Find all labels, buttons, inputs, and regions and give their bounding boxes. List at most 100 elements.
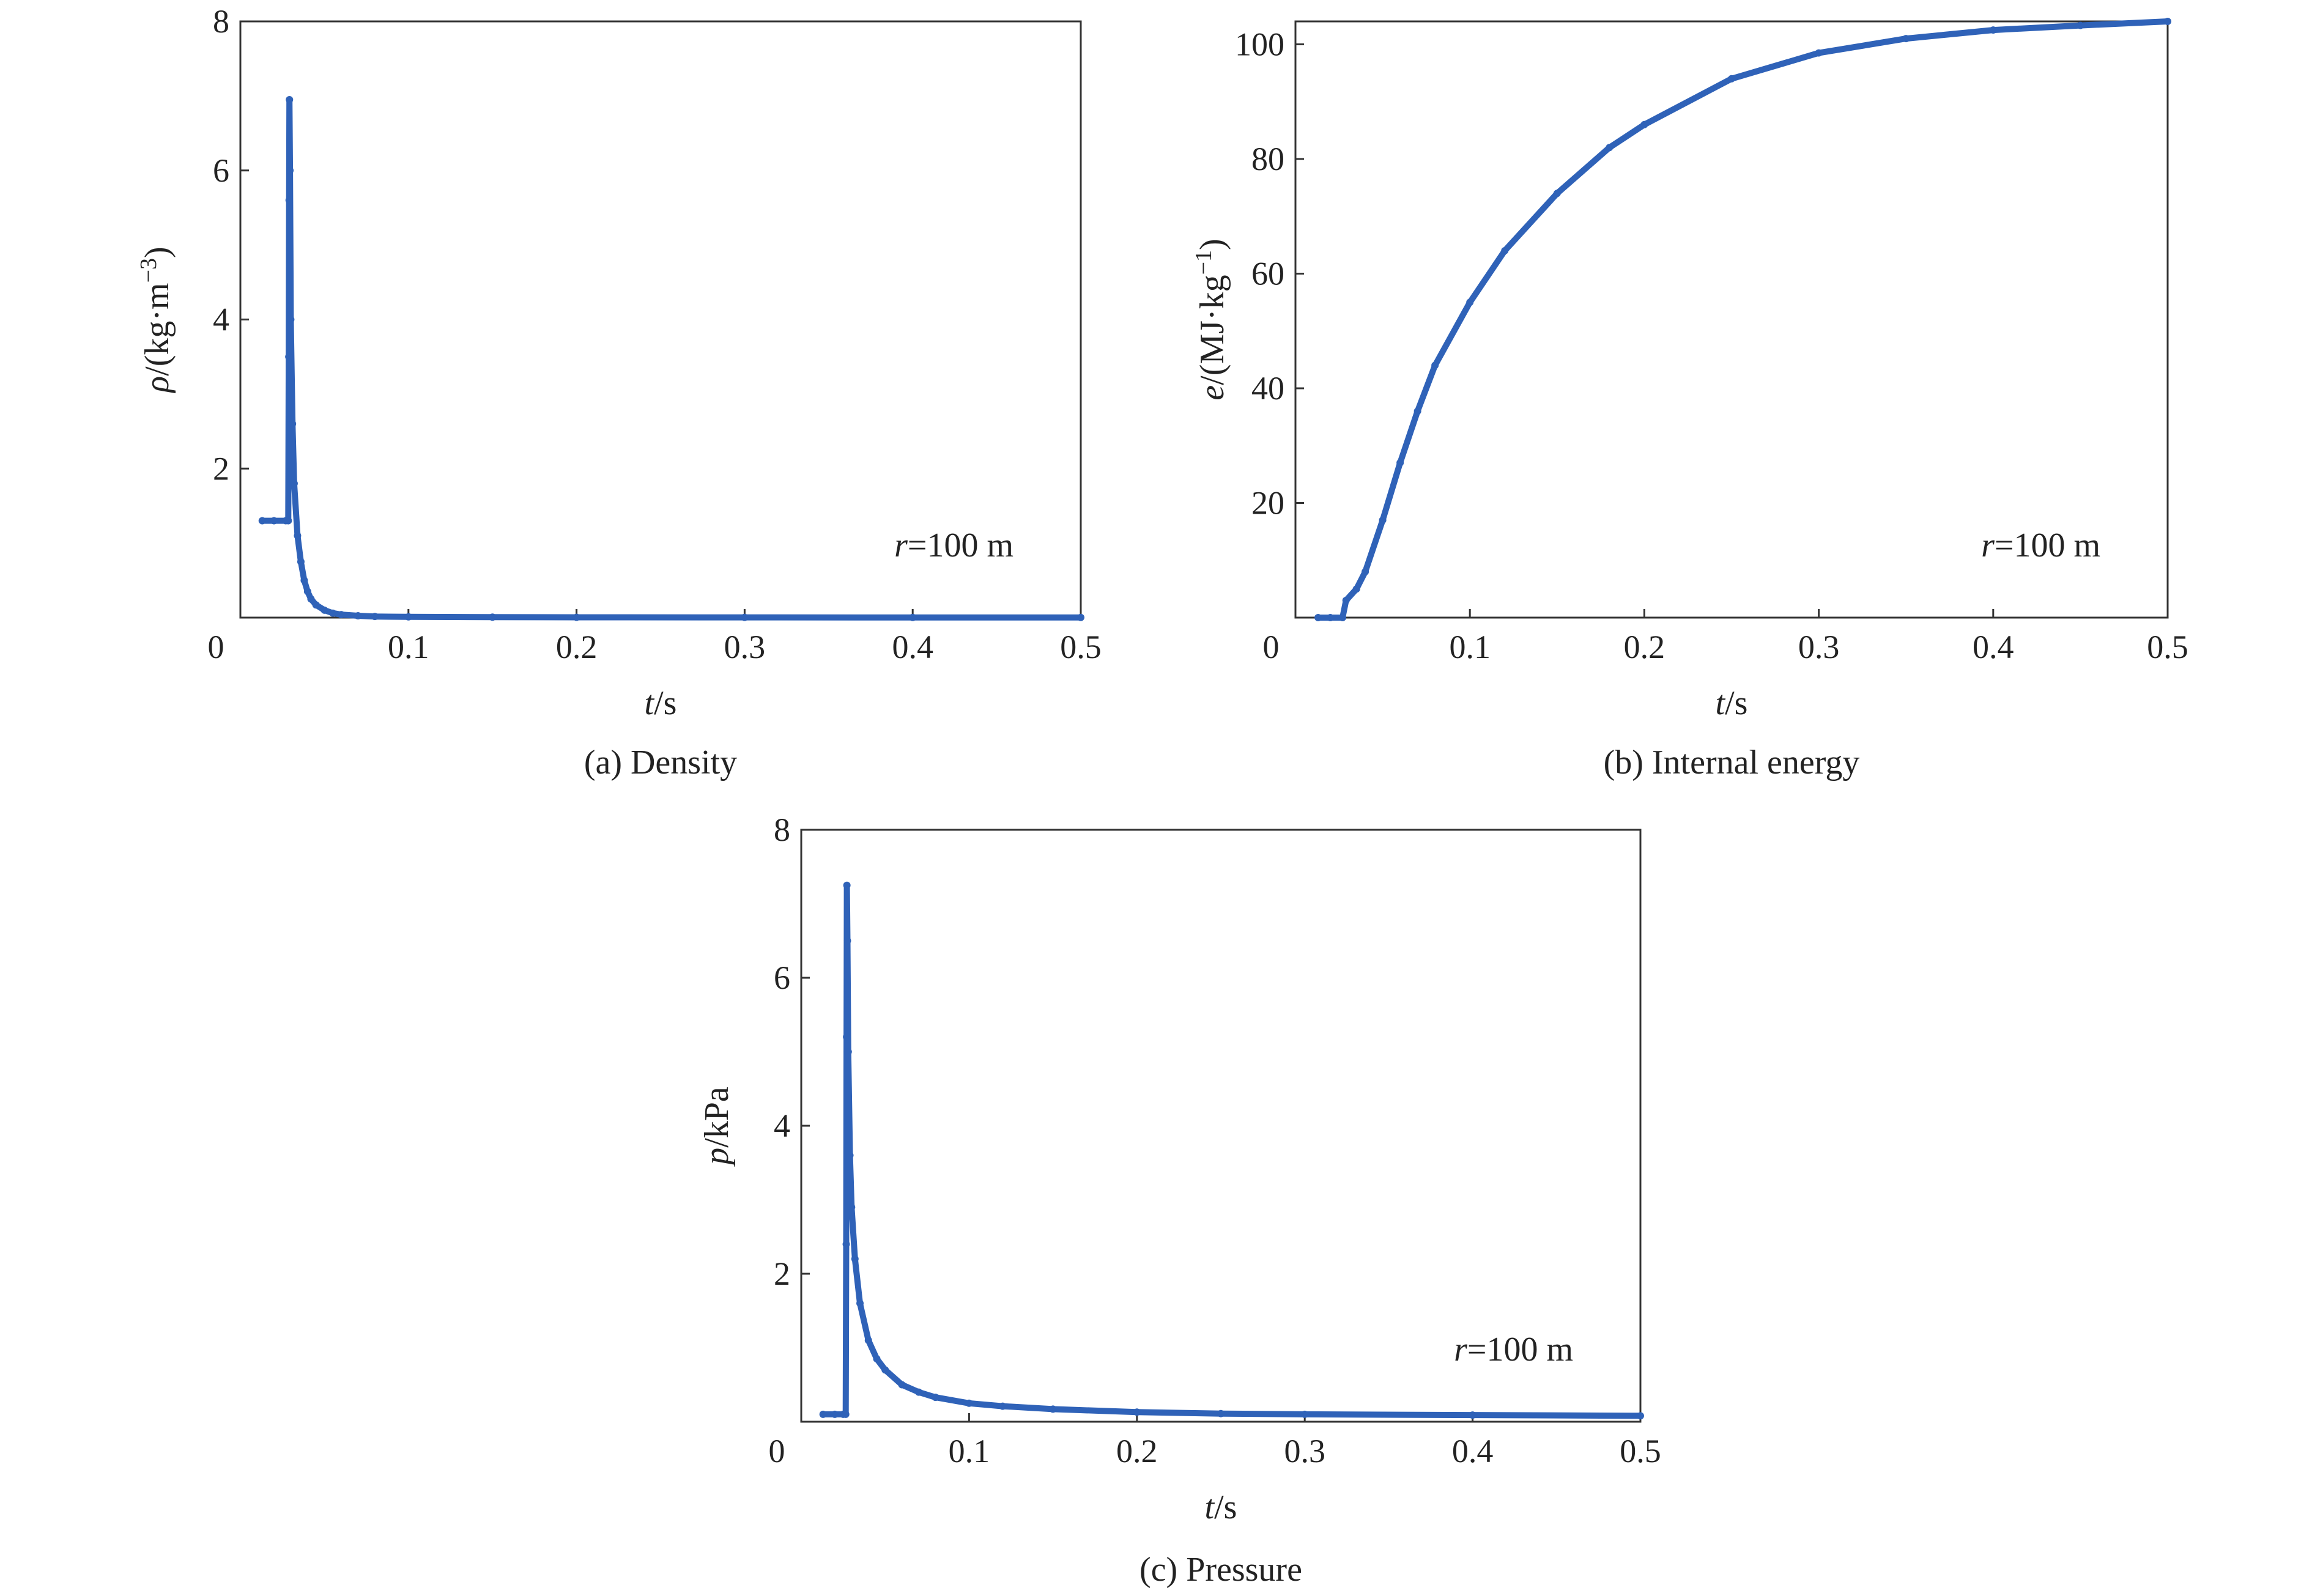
data-point: [1352, 585, 1360, 593]
data-point: [1466, 298, 1474, 306]
annotation-value: =100 m: [1467, 1331, 1573, 1369]
data-point: [286, 95, 294, 103]
x-tick-label: 0.3: [1284, 1433, 1325, 1469]
y-tick-label: 2: [774, 1255, 790, 1292]
y-tick-label: 4: [213, 301, 229, 338]
chart-panel-density: 0 0.1 0.2 0.3 0.4 0.5 2 4 6 8 t/s ρ/(kg·m−3) r=100 m…: [136, 3, 1102, 781]
y-tick-label: 80: [1251, 141, 1284, 177]
data-point: [294, 531, 302, 539]
data-point: [287, 316, 295, 323]
data-point: [932, 1394, 939, 1402]
y-tick-label: 2: [213, 450, 229, 487]
plot-frame: [1294, 20, 2169, 619]
x-tick-label: 0.5: [2147, 629, 2188, 665]
x-tick-label: 0.4: [892, 629, 933, 665]
data-point: [1314, 614, 1322, 621]
y-tick-label: 100: [1235, 26, 1284, 63]
data-point: [848, 1203, 856, 1211]
data-point: [846, 1151, 854, 1159]
y-axis-label-var: ρ: [138, 376, 176, 394]
data-point: [329, 609, 337, 617]
y-tick-label: 40: [1251, 370, 1284, 407]
data-point: [312, 601, 320, 609]
data-point: [1902, 35, 1910, 43]
data-point: [1469, 1411, 1476, 1419]
chart-panel-pressure: 0 0.1 0.2 0.3 0.4 0.5 2 4 6 8 t/s p/kPa r=100 m (c) P…: [698, 811, 1661, 1589]
x-axis-label: t/s: [1205, 1488, 1237, 1526]
y-axis-label: e/(MJ·kg−1): [1191, 238, 1231, 400]
series-line: [259, 97, 1084, 621]
annotation-var: r: [894, 526, 908, 564]
y-axis-label-sup: −1: [1191, 250, 1217, 275]
annotation-var: r: [1454, 1331, 1467, 1369]
data-point: [843, 937, 851, 945]
data-point: [851, 1255, 859, 1263]
data-point: [1339, 614, 1347, 621]
data-point: [1728, 75, 1735, 83]
y-tick-label: 6: [213, 152, 229, 189]
y-axis-label-var: p: [698, 1148, 736, 1167]
y-tick-label: 6: [774, 959, 790, 996]
annotation-radius: r=100 m: [1981, 526, 2100, 564]
data-point: [404, 613, 412, 621]
data-point: [831, 1410, 839, 1418]
annotation-var: r: [1981, 526, 1995, 564]
data-point: [898, 1381, 906, 1389]
data-point: [843, 881, 851, 889]
y-axis-label-tail: ): [138, 246, 176, 258]
x-axis-label: t/s: [1716, 684, 1748, 722]
data-point: [881, 1366, 889, 1374]
data-point: [285, 196, 293, 204]
annotation-radius: r=100 m: [894, 526, 1013, 564]
data-point: [1301, 1410, 1309, 1418]
data-point: [1640, 120, 1648, 128]
data-point: [572, 613, 580, 621]
x-axis-label: t/s: [645, 684, 677, 722]
data-point: [873, 1355, 881, 1363]
x-tick-label: 0.4: [1452, 1433, 1494, 1469]
data-point: [303, 588, 311, 596]
x-tick-label: 0.5: [1060, 629, 1102, 665]
y-axis-label: p/kPa: [698, 1087, 736, 1167]
data-point: [844, 1048, 852, 1055]
x-tick-label: 0.2: [1116, 1433, 1158, 1469]
x-axis-label-unit: /s: [654, 684, 676, 722]
y-tick-label: 4: [774, 1107, 790, 1144]
data-point: [2164, 18, 2171, 25]
data-point: [489, 613, 497, 621]
x-axis-label-var: t: [1205, 1488, 1215, 1526]
data-point: [320, 606, 328, 614]
y-axis-label-tail: ): [1193, 238, 1231, 250]
y-axis-label-unit: /(MJ·kg: [1193, 275, 1231, 385]
data-point: [1989, 26, 1997, 34]
y-tick-label: 60: [1251, 256, 1284, 292]
data-point: [842, 1240, 850, 1248]
y-axis-label: ρ/(kg·m−3): [136, 246, 176, 393]
x-tick-label: 0: [1263, 629, 1280, 665]
x-axis-label-unit: /s: [1725, 684, 1747, 722]
data-point: [1396, 459, 1404, 467]
data-point: [1414, 407, 1421, 415]
y-axis-label-sup: −3: [136, 258, 161, 283]
panel-caption: (a) Density: [584, 744, 737, 781]
data-point: [1501, 247, 1509, 254]
data-point: [300, 577, 308, 585]
y-axis-label-unit: /(kg·m: [138, 283, 176, 375]
y-tick-label: 8: [774, 811, 790, 848]
data-point: [1379, 516, 1387, 524]
data-point: [1815, 49, 1823, 57]
data-point: [354, 611, 362, 619]
data-point: [371, 613, 379, 621]
data-point: [1362, 568, 1369, 575]
x-tick-label: 0.3: [724, 629, 766, 665]
data-point: [843, 1033, 851, 1041]
x-tick-label: 0.3: [1798, 629, 1840, 665]
annotation-radius: r=100 m: [1454, 1331, 1573, 1369]
data-point: [1606, 144, 1614, 152]
annotation-value: =100 m: [1995, 526, 2100, 564]
data-point: [856, 1299, 864, 1307]
data-point: [1431, 361, 1439, 369]
x-tick-label: 0.2: [1624, 629, 1665, 665]
data-point: [284, 517, 292, 525]
